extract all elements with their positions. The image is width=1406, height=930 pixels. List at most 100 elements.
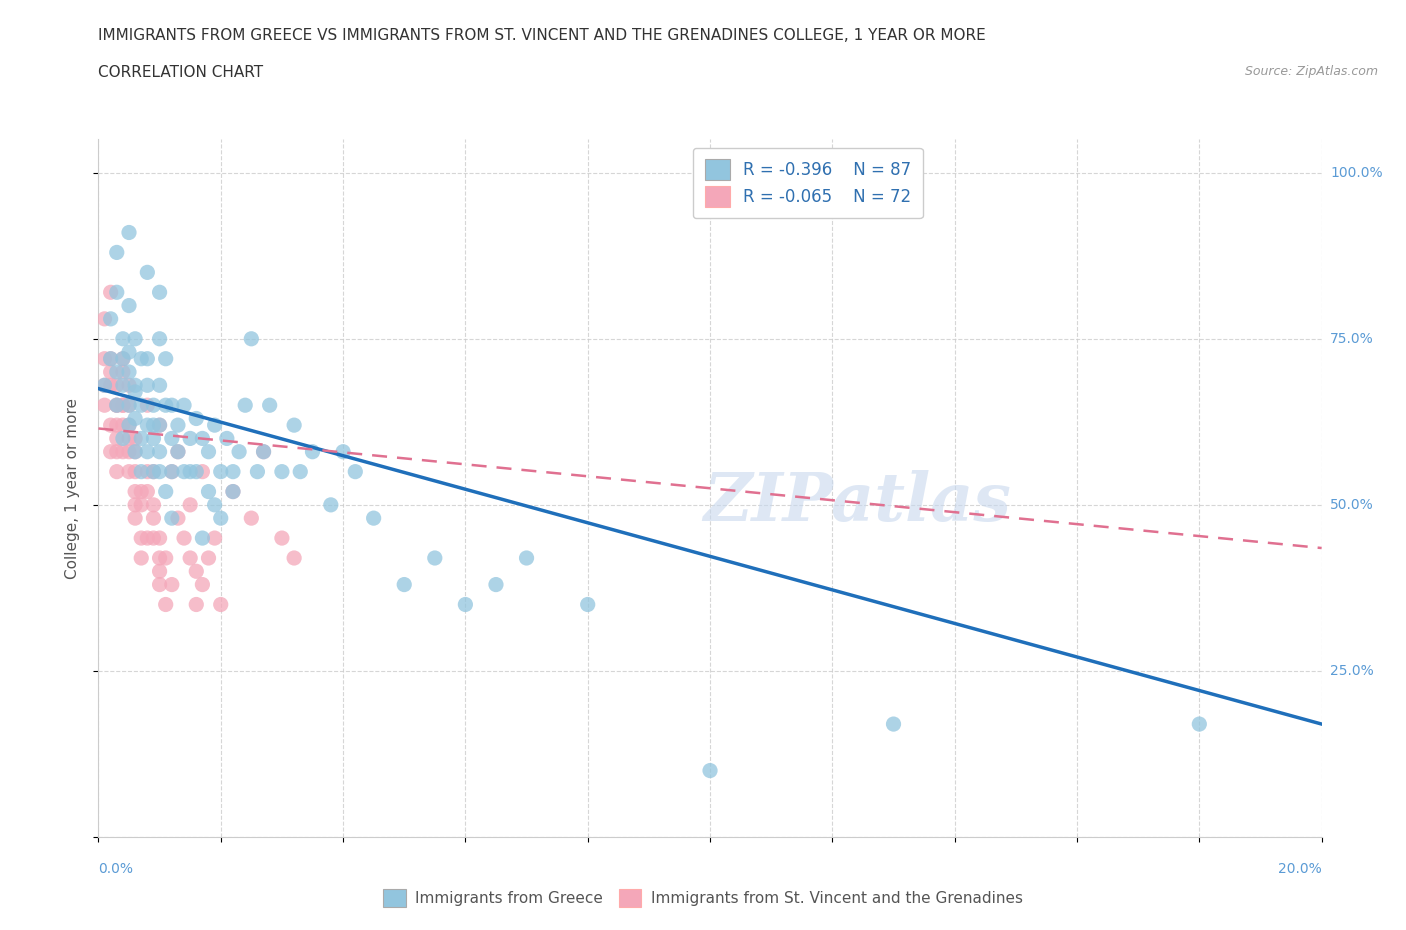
Point — [105, 418, 128, 432]
Point — [197, 485, 219, 499]
Point — [105, 398, 128, 413]
Point — [204, 498, 226, 512]
Point — [301, 445, 323, 459]
Point — [111, 365, 134, 379]
Point — [186, 564, 208, 578]
Point — [222, 485, 245, 499]
Point — [136, 265, 159, 280]
Point — [105, 398, 128, 413]
Point — [100, 365, 122, 379]
Point — [105, 464, 128, 479]
Point — [124, 378, 146, 392]
Point — [105, 365, 128, 379]
Point — [179, 464, 201, 479]
Point — [142, 418, 165, 432]
Point — [246, 464, 269, 479]
Point — [344, 464, 367, 479]
Point — [118, 445, 141, 459]
Point — [173, 531, 195, 546]
Point — [111, 431, 134, 445]
Point — [136, 398, 159, 413]
Point — [576, 597, 599, 612]
Point — [215, 431, 238, 445]
Point — [319, 498, 342, 512]
Point — [129, 485, 152, 499]
Point — [173, 464, 195, 479]
Point — [883, 717, 905, 732]
Point — [124, 485, 146, 499]
Point — [100, 312, 122, 326]
Point — [167, 445, 190, 459]
Point — [100, 445, 122, 459]
Point — [111, 378, 134, 392]
Point — [118, 299, 141, 313]
Point — [111, 352, 134, 366]
Point — [124, 445, 146, 459]
Point — [186, 597, 208, 612]
Legend: Immigrants from Greece, Immigrants from St. Vincent and the Grenadines: Immigrants from Greece, Immigrants from … — [377, 884, 1029, 913]
Point — [136, 485, 159, 499]
Point — [105, 245, 128, 259]
Point — [222, 464, 245, 479]
Point — [1188, 717, 1211, 732]
Point — [142, 431, 165, 445]
Point — [209, 597, 232, 612]
Point — [100, 352, 122, 366]
Point — [155, 398, 177, 413]
Point — [222, 485, 245, 499]
Point — [290, 464, 312, 479]
Point — [228, 445, 250, 459]
Point — [124, 331, 146, 346]
Point — [155, 485, 177, 499]
Point — [149, 445, 172, 459]
Point — [485, 578, 508, 592]
Point — [283, 551, 305, 565]
Point — [142, 498, 165, 512]
Point — [118, 464, 141, 479]
Point — [160, 464, 183, 479]
Point — [105, 445, 128, 459]
Point — [149, 564, 172, 578]
Point — [160, 431, 183, 445]
Text: Source: ZipAtlas.com: Source: ZipAtlas.com — [1244, 65, 1378, 78]
Point — [252, 445, 274, 459]
Point — [204, 531, 226, 546]
Point — [124, 411, 146, 426]
Point — [149, 418, 172, 432]
Text: 25.0%: 25.0% — [1330, 664, 1374, 678]
Point — [423, 551, 446, 565]
Point — [129, 464, 152, 479]
Point — [111, 445, 134, 459]
Point — [124, 445, 146, 459]
Point — [136, 445, 159, 459]
Point — [118, 398, 141, 413]
Point — [160, 578, 183, 592]
Point — [129, 531, 152, 546]
Point — [179, 551, 201, 565]
Point — [118, 225, 141, 240]
Point — [332, 445, 354, 459]
Point — [124, 384, 146, 399]
Point — [191, 464, 214, 479]
Point — [118, 431, 141, 445]
Point — [167, 511, 190, 525]
Point — [191, 531, 214, 546]
Point — [155, 597, 177, 612]
Point — [118, 398, 141, 413]
Point — [100, 285, 122, 299]
Point — [197, 445, 219, 459]
Point — [129, 498, 152, 512]
Point — [111, 398, 134, 413]
Point — [105, 285, 128, 299]
Point — [142, 398, 165, 413]
Point — [283, 418, 305, 432]
Point — [93, 378, 115, 392]
Point — [149, 578, 172, 592]
Point — [142, 464, 165, 479]
Point — [160, 398, 183, 413]
Point — [118, 378, 141, 392]
Point — [129, 551, 152, 565]
Point — [392, 578, 416, 592]
Text: CORRELATION CHART: CORRELATION CHART — [98, 65, 263, 80]
Point — [142, 531, 165, 546]
